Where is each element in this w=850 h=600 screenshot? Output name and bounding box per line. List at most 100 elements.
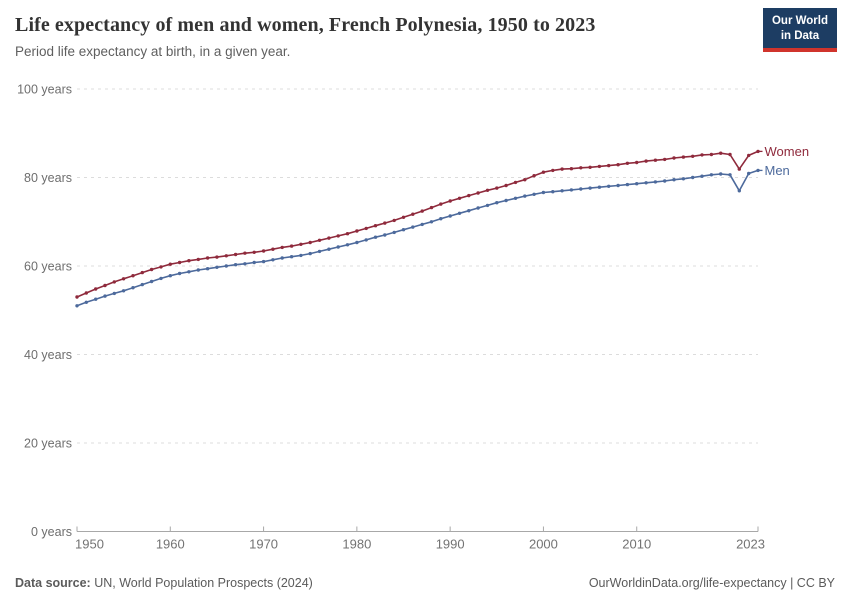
data-point — [196, 268, 200, 272]
data-point — [672, 156, 676, 160]
x-axis-label: 1980 — [342, 537, 371, 552]
data-point — [383, 233, 387, 237]
y-axis-label: 0 years — [31, 525, 72, 539]
x-axis-label: 2000 — [529, 537, 558, 552]
series-line-women — [76, 150, 759, 298]
data-point — [737, 189, 741, 193]
data-point — [551, 190, 555, 194]
data-point — [700, 153, 704, 157]
chart-footer: Data source: UN, World Population Prospe… — [15, 576, 835, 590]
data-point — [709, 173, 714, 177]
data-point — [383, 221, 387, 225]
data-point — [551, 168, 555, 173]
data-point — [579, 166, 583, 170]
data-point — [224, 254, 228, 258]
data-point — [625, 182, 630, 187]
data-point — [737, 167, 741, 171]
data-point — [187, 270, 191, 274]
owid-logo-line2: in Data — [780, 29, 820, 42]
series-men: Men — [75, 163, 790, 308]
data-point — [280, 256, 284, 260]
data-point — [635, 160, 639, 165]
data-point — [299, 242, 303, 246]
data-point — [149, 267, 154, 272]
series-label-men[interactable]: Men — [765, 163, 790, 178]
data-point — [103, 294, 107, 298]
data-point — [308, 240, 312, 245]
license-link[interactable]: OurWorldinData.org/life-expectancy | CC … — [588, 576, 835, 590]
data-point — [317, 249, 322, 254]
data-point — [280, 245, 284, 250]
chart-header: Life expectancy of men and women, French… — [0, 0, 850, 59]
data-point — [429, 220, 434, 224]
page-title: Life expectancy of men and women, French… — [15, 14, 596, 36]
y-axis-label: 80 years — [24, 171, 72, 185]
data-point — [420, 209, 424, 213]
data-point — [94, 297, 98, 301]
data-point — [84, 300, 89, 304]
data-point — [653, 158, 658, 162]
data-point — [532, 192, 536, 196]
data-point — [485, 203, 490, 208]
data-point — [205, 256, 210, 260]
data-point — [411, 212, 415, 216]
data-point — [588, 165, 592, 169]
series-line-men — [76, 169, 759, 307]
data-point — [653, 180, 658, 184]
data-point — [392, 230, 396, 235]
data-point — [327, 247, 331, 251]
data-point — [607, 184, 611, 188]
data-point — [700, 174, 704, 178]
data-point — [177, 271, 182, 276]
y-axis-label: 40 years — [24, 348, 72, 362]
data-point — [327, 236, 331, 240]
data-point — [588, 186, 592, 190]
x-axis-label: 2023 — [736, 537, 765, 552]
data-point — [719, 151, 723, 155]
series-label-women[interactable]: Women — [765, 144, 810, 159]
data-point — [439, 202, 443, 206]
data-point — [495, 201, 499, 205]
data-point — [756, 168, 760, 173]
data-point — [457, 196, 462, 200]
y-axis-label: 60 years — [24, 260, 72, 274]
data-point — [112, 280, 117, 284]
data-point — [159, 265, 163, 269]
data-point — [635, 182, 639, 186]
data-point — [261, 259, 266, 264]
data-point — [215, 265, 219, 269]
data-point — [215, 255, 219, 259]
x-axis-label: 1990 — [436, 537, 465, 552]
data-point — [579, 187, 583, 191]
data-point — [271, 247, 275, 251]
owid-logo[interactable]: Our World in Data — [762, 8, 837, 52]
data-point — [747, 153, 751, 158]
data-point — [177, 260, 182, 265]
chart-subtitle: Period life expectancy at birth, in a gi… — [15, 44, 291, 59]
data-point — [644, 181, 648, 185]
data-point — [448, 214, 452, 218]
data-point — [252, 260, 256, 265]
x-axis-label: 1950 — [75, 537, 104, 552]
data-point — [187, 259, 191, 263]
data-point — [756, 149, 760, 154]
data-point — [131, 286, 135, 290]
data-point — [747, 171, 751, 176]
data-point — [663, 157, 667, 162]
y-axis-label: 100 years — [17, 83, 72, 97]
data-point — [420, 222, 424, 227]
data-point — [457, 211, 462, 215]
data-point — [523, 178, 527, 182]
y-axis-label: 20 years — [24, 437, 72, 451]
owid-logo-line1: Our World — [771, 15, 828, 27]
data-point — [94, 287, 98, 291]
data-point — [205, 267, 210, 271]
data-point — [709, 152, 714, 157]
data-point — [149, 279, 154, 284]
data-point — [467, 209, 471, 213]
data-point — [308, 251, 312, 256]
data-point — [271, 258, 275, 262]
data-point — [252, 250, 256, 254]
